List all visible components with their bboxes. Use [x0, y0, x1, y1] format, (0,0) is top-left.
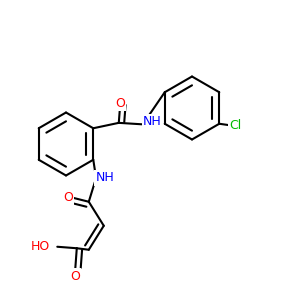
Text: NH: NH: [143, 116, 161, 128]
Text: O: O: [70, 270, 80, 283]
Text: NH: NH: [98, 174, 116, 187]
Text: NH: NH: [95, 171, 114, 184]
Text: HO: HO: [31, 240, 50, 253]
Text: O: O: [63, 191, 73, 204]
Text: O: O: [115, 97, 125, 110]
Text: Cl: Cl: [230, 119, 242, 132]
